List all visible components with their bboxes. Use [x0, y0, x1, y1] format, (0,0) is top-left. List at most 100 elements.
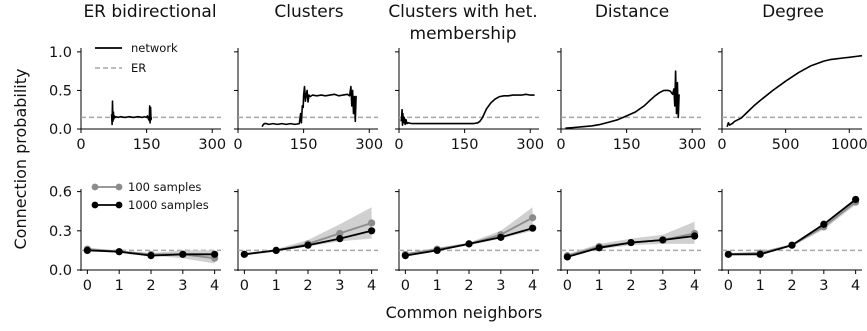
1000-samples-point [304, 241, 312, 249]
x-tick-label: 0 [563, 278, 572, 294]
x-tick-label: 500 [772, 137, 800, 153]
panel-6: 0.0 0.3 0.6 0 1 2 3 4 100 samples 1000 samples [49, 180, 221, 294]
x-tick-label: 0 [556, 137, 565, 153]
x-tick-label: 3 [496, 278, 505, 294]
x-tick-label: 0 [724, 278, 733, 294]
panel-title-line: Clusters [274, 2, 343, 22]
x-tick-label: 2 [787, 278, 796, 294]
x-tick-label: 3 [335, 278, 344, 294]
x-tick-label: 1000 [831, 137, 867, 153]
x-tick-label: 2 [303, 278, 312, 294]
y-tick-label: 0.6 [49, 185, 72, 201]
1000-samples-point [336, 235, 344, 243]
panel-title: ER bidirectional [83, 2, 216, 22]
x-tick-label: 1 [595, 278, 604, 294]
x-tick-label: 4 [210, 278, 219, 294]
1000-samples-point [83, 246, 91, 255]
panel-3: Clusters with het. membership 0 150 300 [388, 2, 544, 153]
x-tick-label: 1 [272, 278, 281, 294]
legend: 100 samples 1000 samples [91, 180, 209, 212]
x-tick-label: 150 [451, 137, 479, 153]
1000-samples-point [852, 195, 860, 204]
network-series-line [726, 54, 863, 127]
y-tick-label: 0.0 [49, 263, 72, 279]
panel-10: 0 1 2 3 4 [718, 189, 862, 294]
1000-samples-point [659, 236, 667, 244]
x-tick-label: 4 [690, 278, 699, 294]
1000-samples-point [724, 250, 732, 258]
1000-samples-point [497, 233, 505, 241]
1000-samples-point [368, 227, 376, 235]
1000-samples-point [115, 248, 123, 256]
network-series-line [261, 85, 357, 128]
panel-title: Clusters with het. membership [388, 2, 537, 44]
1000-samples-point [433, 246, 441, 255]
panel-8: 0 1 2 3 4 [395, 189, 539, 294]
legend-1000-samples-swatch-marker [115, 201, 123, 209]
panel-title-line: membership [410, 24, 517, 44]
legend-1000-samples-label: 1000 samples [128, 198, 209, 212]
x-tick-label: 4 [367, 278, 376, 294]
y-tick-label: 0.0 [49, 122, 72, 138]
x-tick-label: 3 [658, 278, 667, 294]
x-tick-label: 0 [83, 278, 92, 294]
panel-title: Distance [595, 2, 669, 22]
x-tick-label: 300 [198, 137, 226, 153]
legend-network-label: network [131, 41, 178, 55]
legend-100-samples-swatch-marker [91, 183, 99, 191]
x-tick-label: 3 [819, 278, 828, 294]
x-tick-label: 0 [394, 137, 403, 153]
y-axis-title: Connection probability [11, 69, 30, 250]
panel-5: Degree 0 500 1000 [717, 2, 867, 153]
x-tick-label: 300 [516, 137, 544, 153]
x-tick-label: 0 [76, 137, 85, 153]
legend-100-samples-swatch-marker [115, 183, 123, 191]
x-tick-label: 150 [613, 137, 641, 153]
1000-samples-point [240, 250, 248, 258]
panel-title-line: ER bidirectional [83, 2, 216, 22]
x-tick-label: 0 [233, 137, 242, 153]
legend: network ER [95, 41, 178, 75]
x-tick-label: 4 [851, 278, 860, 294]
panel-2: Clusters 0 150 300 [233, 2, 383, 153]
x-tick-label: 300 [355, 137, 383, 153]
x-tick-label: 150 [133, 137, 161, 153]
x-tick-label: 2 [626, 278, 635, 294]
panel-title: Clusters [274, 2, 343, 22]
panel-7: 0 1 2 3 4 [234, 189, 378, 294]
1000-samples-point [147, 252, 155, 260]
y-tick-label: 0.3 [49, 224, 72, 240]
x-tick-label: 2 [146, 278, 155, 294]
1000-samples-point [627, 238, 635, 247]
panel-title-line: Distance [595, 2, 669, 22]
confidence-band [405, 207, 533, 256]
1000-samples-point [179, 250, 187, 258]
y-tick-label: 1.0 [49, 45, 72, 61]
100-samples-point [529, 214, 537, 222]
panel-9: 0 1 2 3 4 [557, 189, 701, 294]
y-tick-label: 0.5 [49, 83, 72, 99]
network-series-line [565, 70, 680, 129]
x-tick-label: 1 [433, 278, 442, 294]
legend-er-label: ER [131, 61, 146, 75]
x-axis-title: Common neighbors [386, 303, 543, 322]
panel-title: Degree [762, 2, 824, 22]
1000-samples-point [529, 224, 537, 232]
1000-samples-point [691, 232, 699, 240]
panel-1: ER bidirectional 0.0 0.5 1.0 0 150 300 network E… [49, 2, 226, 153]
network-series-line [400, 93, 535, 126]
100-samples-point [336, 229, 344, 238]
1000-samples-point [465, 240, 473, 248]
network-series-line [110, 100, 153, 126]
legend-100-samples-label: 100 samples [128, 180, 201, 194]
x-tick-label: 1 [756, 278, 765, 294]
x-tick-label: 4 [528, 278, 537, 294]
x-tick-label: 150 [290, 137, 318, 153]
1000-samples-point [788, 241, 796, 249]
x-tick-label: 2 [464, 278, 473, 294]
1000-samples-point [756, 250, 764, 258]
1000-samples-point [211, 250, 219, 258]
x-tick-label: 0 [240, 278, 249, 294]
